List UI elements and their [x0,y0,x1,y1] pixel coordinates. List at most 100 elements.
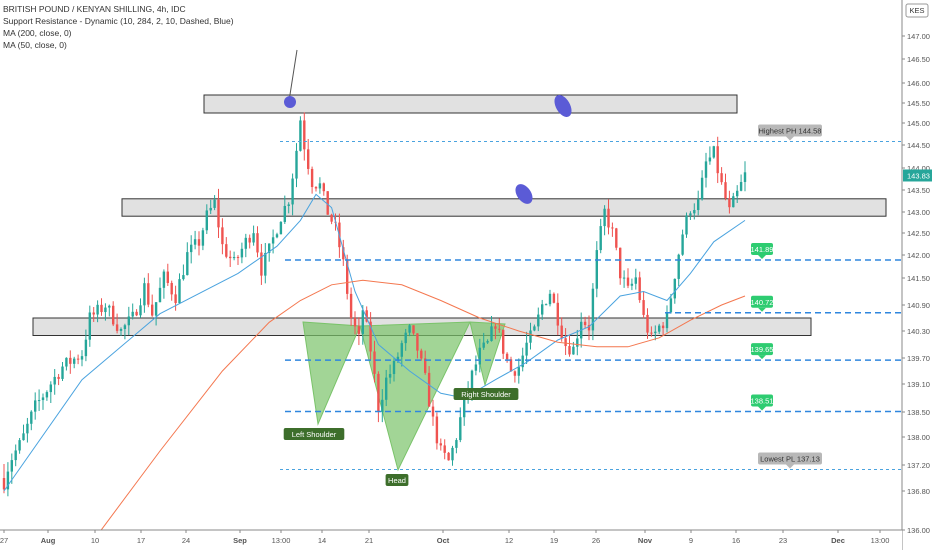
dashed-levels: Highest PH 144.58 141.89 140.72 139.65 138.5… [280,124,902,471]
candle-body [529,330,532,343]
candle-body [307,149,310,169]
candle-body [474,364,478,371]
candle-body [693,210,696,214]
candle-body [732,196,735,208]
candle-body [139,305,142,316]
time-tick-label: Dec [831,536,845,545]
candle-body [369,321,372,352]
candle-body [388,374,392,378]
candle-body [271,237,275,244]
candle-body [533,326,536,331]
candle-body [427,372,431,407]
sr-zone [203,94,738,114]
candle-body [521,355,524,368]
price-tick-label: 139.70 [907,354,930,363]
indicator-support-resistance[interactable]: Support Resistance - Dynamic (10, 284, 2… [3,16,234,26]
candle-body [330,214,333,222]
level-label-pointer [786,136,794,141]
candle-body [482,342,485,348]
time-tick-label: 17 [137,536,145,545]
candle-body [287,204,290,206]
level-label-box [751,394,773,407]
indicator-ma200[interactable]: MA (200, close, 0) [3,28,72,38]
candle-body [517,367,520,376]
candle-body [560,325,563,339]
candle-body [689,213,692,216]
candle-body [451,447,454,461]
candle-body [84,339,88,357]
level-label-text: 139.65 [751,345,774,354]
candle-body [221,227,224,245]
price-axis[interactable]: 147.00 146.50 146.00 145.50 145.00 144.50 144.… [901,0,932,550]
level-label-pointer [758,255,766,260]
pattern-label-text: Right Shoulder [461,390,511,399]
indicator-ma50[interactable]: MA (50, close, 0) [3,40,67,50]
price-tick-label: 145.00 [907,119,930,128]
candle-body [178,279,181,304]
candle-body [712,146,715,158]
candle-body [322,183,325,192]
candle-body [622,277,626,279]
candle-body [431,406,435,417]
candle-body [115,324,119,331]
candle-body [291,178,294,205]
price-tick-label: 146.00 [907,79,930,88]
candle-body [182,275,185,280]
candle-body [213,199,216,208]
candle-body [131,311,134,317]
candle-body [435,416,439,444]
candle-body [408,325,411,333]
candle-body [595,250,598,289]
candle-body [186,252,189,276]
annotation-ellipse [515,184,533,204]
symbol-title[interactable]: BRITISH POUND / KENYAN SHILLING, 4h, IDC [3,4,186,14]
candle-body [556,302,559,326]
candle-body [346,259,349,294]
candles [2,112,747,497]
last-price-label: 143.83 [907,171,930,180]
head-and-shoulders-pattern [302,321,506,472]
candle-body [743,172,747,182]
candle-body [638,277,641,301]
price-tick-label: 139.10 [907,380,930,389]
candle-body [135,311,138,316]
candle-body [420,350,423,359]
candle-body [170,282,173,295]
price-tick-label: 140.30 [907,327,930,336]
time-tick-label: Aug [41,536,56,545]
candle-body [217,199,220,228]
candle-body [18,440,21,451]
candle-body [548,293,552,305]
candle-body [447,452,450,461]
level-label-text: Lowest PL 137.13 [760,455,820,464]
candle-body [669,298,673,313]
pattern-label-text: Left Shoulder [292,430,337,439]
candle-body [283,205,286,222]
candle-body [509,359,513,372]
candle-body [568,346,571,355]
candle-body [619,247,622,279]
candle-body [404,332,407,344]
candle-body [201,230,205,246]
price-tick-label: 143.00 [907,208,930,217]
time-tick-label: 14 [318,536,326,545]
candle-body [494,326,497,329]
candle-body [700,177,704,200]
time-tick-label: 27 [0,536,8,545]
candle-body [615,228,618,248]
annotation-ellipse [554,95,572,117]
annotations: Left Shoulder Head Right Shoulder [283,49,572,486]
time-axis[interactable]: 27 Aug 10 17 24 Sep 13:00 14 21 Oct 12 19 26 Nov 9 16 23… [0,529,902,550]
candle-body [143,283,146,306]
candle-body [151,304,154,316]
candle-body [697,199,700,211]
candle-body [123,325,127,329]
candle-body [154,302,158,316]
currency-badge [905,3,929,18]
candle-body [603,208,606,227]
candle-body [642,300,645,315]
candle-body [607,208,610,228]
price-axis-background [902,0,932,550]
candle-body [92,312,95,315]
